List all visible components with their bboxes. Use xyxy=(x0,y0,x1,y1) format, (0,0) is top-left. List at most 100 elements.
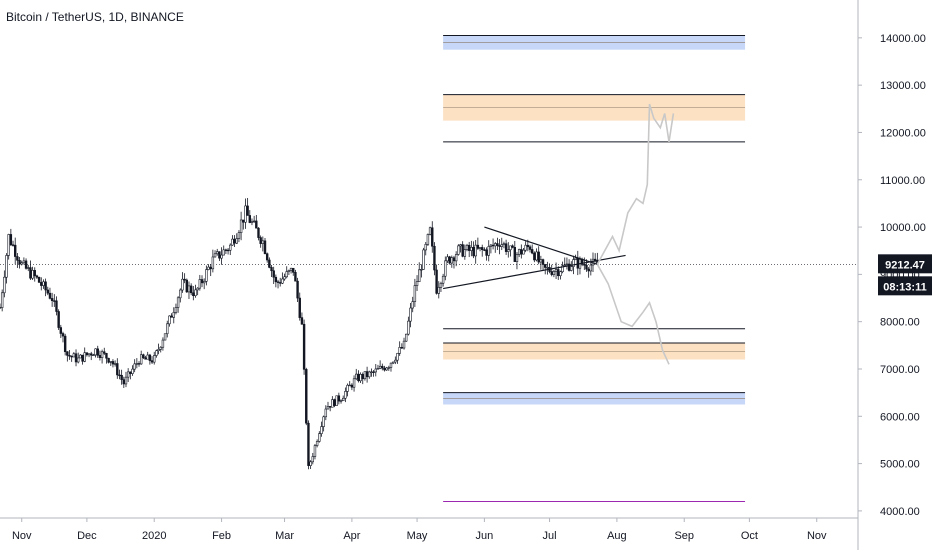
candle-body xyxy=(176,297,180,308)
candle-body xyxy=(491,244,495,247)
candle-body xyxy=(83,352,86,362)
candle-body xyxy=(315,441,319,446)
candle-body xyxy=(483,249,486,251)
candle-body xyxy=(452,257,456,262)
candle-body xyxy=(339,400,343,402)
candle-body xyxy=(50,298,54,301)
x-tick-label: Nov xyxy=(12,530,32,542)
candle-body xyxy=(557,269,560,277)
candle-body xyxy=(307,422,310,466)
candle-body xyxy=(185,279,189,293)
triangle-lower-line xyxy=(443,254,626,290)
candle-body xyxy=(494,243,497,247)
candle-body xyxy=(357,373,360,382)
candle-body xyxy=(363,371,367,380)
candle-body xyxy=(302,323,306,370)
candle-body xyxy=(9,234,13,246)
candle-body xyxy=(139,354,143,365)
candle-body xyxy=(318,433,321,442)
candle-body xyxy=(361,374,364,380)
candle-body xyxy=(179,289,182,299)
candle-body xyxy=(224,249,228,251)
candle-body xyxy=(187,285,191,293)
candle-body xyxy=(355,373,358,380)
candle-body xyxy=(320,426,323,434)
candle-body xyxy=(229,244,232,251)
candle-body xyxy=(24,260,28,269)
candle-body xyxy=(259,237,262,244)
candle-body xyxy=(63,335,67,353)
candle-body xyxy=(194,289,197,297)
price-label-box xyxy=(878,254,932,274)
candle-body xyxy=(409,307,412,322)
candle-body xyxy=(66,351,69,356)
y-tick-label: 10000.00 xyxy=(880,222,926,234)
candle-body xyxy=(181,278,184,291)
candle-body xyxy=(163,333,167,341)
candle-body xyxy=(537,251,540,263)
candle-body xyxy=(209,266,212,270)
candle-body xyxy=(444,260,447,277)
candle-body xyxy=(559,271,562,277)
candle-body xyxy=(522,249,525,255)
triangle-upper-line xyxy=(484,226,598,265)
y-tick-label: 6000.00 xyxy=(880,411,920,423)
candle-body xyxy=(546,267,549,269)
candle-body xyxy=(153,355,156,363)
candle-body xyxy=(567,263,571,271)
candle-body xyxy=(148,354,152,361)
candle-body xyxy=(285,271,288,278)
candle-body xyxy=(61,333,65,337)
candle-body xyxy=(216,251,219,255)
candle-body xyxy=(226,249,230,252)
candle-body xyxy=(552,271,556,275)
candle-body xyxy=(576,257,579,269)
candle-body xyxy=(448,256,451,264)
candle-body xyxy=(511,245,514,248)
chart-title: Bitcoin / TetherUS, 1D, BINANCE xyxy=(6,10,184,24)
candle-body xyxy=(331,399,334,408)
candle-body xyxy=(422,249,425,270)
candle-body xyxy=(192,292,195,297)
candle-body xyxy=(29,267,32,279)
candle-body xyxy=(472,247,475,257)
y-tick-label: 5000.00 xyxy=(880,459,920,471)
candle-body xyxy=(220,254,223,259)
candle-body xyxy=(300,317,304,325)
candle-body xyxy=(530,249,534,254)
candle-body xyxy=(53,300,56,302)
candle-body xyxy=(431,227,434,247)
candle-body xyxy=(439,282,443,288)
candle-body xyxy=(5,255,8,278)
candle-body xyxy=(476,244,480,249)
candle-body xyxy=(420,269,423,271)
candle-body xyxy=(20,262,23,265)
candle-body xyxy=(261,240,265,244)
candle-body xyxy=(391,361,395,364)
candle-body xyxy=(11,244,15,246)
candle-body xyxy=(376,368,380,370)
candle-body xyxy=(202,281,206,284)
x-tick-label: Mar xyxy=(275,530,294,542)
candle-body xyxy=(103,351,106,354)
candle-body xyxy=(27,267,30,269)
candle-body xyxy=(572,259,575,267)
candle-body xyxy=(231,238,234,246)
x-tick-label: Jun xyxy=(476,530,494,542)
candle-body xyxy=(37,276,41,283)
candle-body xyxy=(55,300,58,312)
candle-body xyxy=(411,301,414,309)
candle-body xyxy=(157,349,160,352)
candle-body xyxy=(85,352,89,356)
candle-body xyxy=(279,282,282,284)
candle-body xyxy=(105,353,108,359)
x-tick-label: Apr xyxy=(343,530,360,542)
candle-body xyxy=(454,254,458,262)
candle-body xyxy=(474,244,477,257)
candle-body xyxy=(298,297,301,318)
candle-body xyxy=(263,240,267,254)
candle-body xyxy=(142,354,145,359)
candle-body xyxy=(407,320,410,335)
y-tick-label: 4000.00 xyxy=(880,506,920,518)
